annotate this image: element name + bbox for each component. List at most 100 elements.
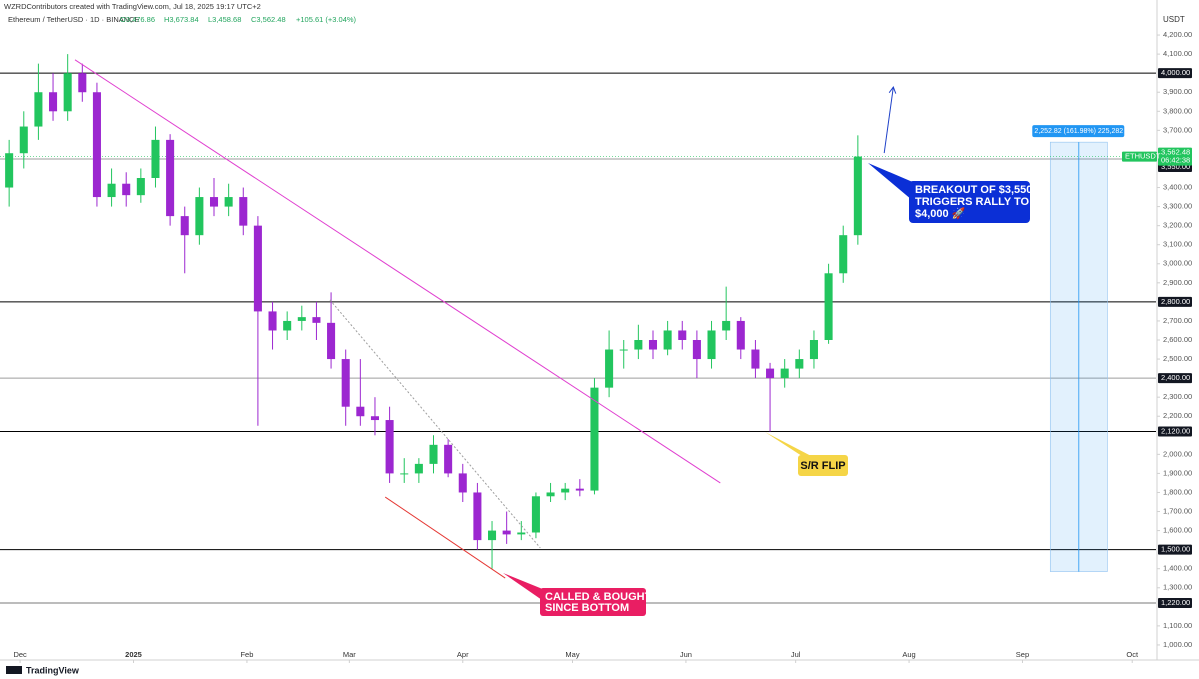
- candle-body: [780, 368, 789, 379]
- candle-body: [414, 463, 423, 474]
- x-tick-label: Sep: [1016, 650, 1029, 659]
- y-tick-label: 1,900.00: [1163, 468, 1192, 477]
- symbol: Ethereum / TetherUSD · 1D · BINANCE: [8, 15, 140, 24]
- candle-body: [663, 330, 672, 350]
- ohlc: C3,562.48: [251, 15, 286, 24]
- level-tag: [1158, 544, 1192, 555]
- y-tick-label: 3,400.00: [1163, 183, 1192, 192]
- y-tick-label: 3,100.00: [1163, 240, 1192, 249]
- candle-body: [619, 349, 628, 351]
- ohlc: H3,673.84: [164, 15, 199, 24]
- price-label: 3,562.48: [1161, 148, 1190, 157]
- y-tick-label: 3,800.00: [1163, 106, 1192, 115]
- y-tick-label: 3,700.00: [1163, 125, 1192, 134]
- y-tick-label: 1,600.00: [1163, 526, 1192, 535]
- y-tick-label: 3,000.00: [1163, 259, 1192, 268]
- pointer: [868, 163, 915, 200]
- y-tick-label: 4,100.00: [1163, 49, 1192, 58]
- level-label: 2,120.00: [1161, 426, 1190, 435]
- pointer: [765, 432, 815, 458]
- candle-body: [92, 92, 101, 198]
- y-tick-label: 2,900.00: [1163, 278, 1192, 287]
- level-tag: [1158, 296, 1192, 307]
- candle-body: [502, 530, 511, 535]
- y-tick-label: 1,700.00: [1163, 507, 1192, 516]
- candle-body: [327, 322, 336, 360]
- candle-body: [429, 444, 438, 464]
- level-label: 4,000.00: [1161, 68, 1190, 77]
- candle-body: [356, 406, 365, 417]
- countdown: 06:42:38: [1161, 156, 1190, 165]
- level-tag: [1158, 598, 1192, 609]
- trend-line: [883, 87, 894, 154]
- y-tick-label: 1,400.00: [1163, 564, 1192, 573]
- candle-body: [209, 197, 219, 207]
- y-tick-label: 1,300.00: [1163, 583, 1192, 592]
- annotation: $4,000 🚀: [915, 207, 966, 220]
- x-tick-label: Jul: [791, 650, 801, 659]
- candle-body: [34, 92, 43, 127]
- trend-line: [74, 59, 721, 484]
- candle-body: [707, 330, 716, 360]
- candle-body: [488, 530, 497, 541]
- candle-body: [195, 197, 204, 236]
- level-tag: [1158, 426, 1192, 437]
- x-tick-label: Dec: [13, 650, 27, 659]
- measure-label: 2,252.82 (161.98%) 225,282: [1034, 128, 1123, 135]
- candle-body: [809, 340, 818, 360]
- level-label: 2,800.00: [1161, 297, 1190, 306]
- logo: [6, 666, 22, 674]
- x-tick-label: 2025: [125, 650, 142, 659]
- candle-body: [575, 488, 584, 491]
- y-tick-label: 3,900.00: [1163, 87, 1192, 96]
- y-tick-label: 1,100.00: [1163, 621, 1192, 630]
- callout-blue: BREAKOUT OF $3,550 TRIGGERS RALLY TO $4,…: [868, 163, 1032, 223]
- y-tick-label: 2,700.00: [1163, 316, 1192, 325]
- level-tag: [1158, 68, 1192, 79]
- y-tick-label: 1,000.00: [1163, 640, 1192, 649]
- candle-body: [253, 225, 262, 312]
- callout-yellow: S/R FLIP: [765, 432, 848, 476]
- level-label: 1,220.00: [1161, 598, 1190, 607]
- candle-body: [458, 473, 467, 493]
- candle-body: [297, 317, 306, 321]
- legend: Ethereum / TetherUSD · 1D · BINANCE O3,4…: [8, 15, 357, 24]
- candle-body: [341, 359, 350, 407]
- candle-body: [239, 197, 248, 226]
- candle-body: [180, 216, 189, 236]
- credit: WZRDContributors created with TradingVie…: [4, 2, 261, 11]
- candle-body: [136, 178, 145, 196]
- candle-body: [722, 320, 731, 331]
- levels: 2,252.82 (161.98%) 225,282: [0, 72, 1156, 604]
- candle-body: [736, 320, 745, 350]
- x-tick-label: Jun: [680, 650, 692, 659]
- currency: USDT: [1163, 15, 1185, 24]
- trend-line: [384, 496, 506, 579]
- x-tick-label: May: [565, 650, 579, 659]
- candle-body: [49, 92, 58, 112]
- level-label: 2,400.00: [1161, 373, 1190, 382]
- candle-body: [473, 492, 482, 541]
- y-tick-label: 2,300.00: [1163, 392, 1192, 401]
- y-tick-label: 2,200.00: [1163, 411, 1192, 420]
- candle-body: [634, 340, 643, 350]
- annotation: S/R FLIP: [800, 460, 845, 472]
- candle-body: [5, 153, 14, 188]
- annotation: BREAKOUT OF $3,550: [915, 184, 1032, 196]
- ohlc: L3,458.68: [208, 15, 241, 24]
- candle-body: [224, 197, 233, 207]
- y-tick-label: 4,200.00: [1163, 30, 1192, 39]
- candle-body: [19, 126, 28, 154]
- ohlc: +105.61 (+3.04%): [296, 15, 357, 24]
- brand-name: TradingView: [26, 665, 80, 675]
- candle-body: [751, 349, 760, 369]
- y-tick-label: 2,000.00: [1163, 449, 1192, 458]
- x-tick-label: Apr: [457, 650, 469, 659]
- pointer: [503, 573, 545, 600]
- annotation: CALLED & BOUGHT: [545, 591, 652, 603]
- candle-body: [605, 349, 614, 388]
- candle-body: [692, 340, 701, 360]
- y-tick-label: 2,600.00: [1163, 335, 1192, 344]
- arrow-head: [888, 86, 897, 94]
